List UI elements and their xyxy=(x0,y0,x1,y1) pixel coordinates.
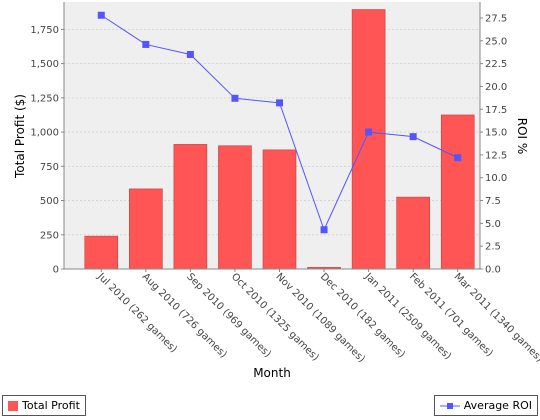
y2-tick-label-7: 17.5 xyxy=(485,105,507,116)
x-tick-label-0: Jul 2010 (262 games) xyxy=(94,271,179,356)
y2-tick-label-4: 10.0 xyxy=(485,173,507,184)
y2-tick-label-0: 0.0 xyxy=(485,265,501,276)
y2-tick-label-9: 22.5 xyxy=(485,59,507,70)
legend-label-total-profit: Total Profit xyxy=(22,399,80,412)
profit-bar-2 xyxy=(173,144,208,270)
roi-point-0 xyxy=(97,11,105,19)
profit-bar-3 xyxy=(218,145,252,270)
x-tick-label-7: Feb 2011 (701 games) xyxy=(407,271,495,359)
x-tick-label-2: Sep 2010 (969 games) xyxy=(184,271,273,360)
y-tick-label-3: 750 xyxy=(40,162,59,173)
y2-axis-title: ROI % xyxy=(515,118,529,155)
x-tick-label-6: Jan 2011 (2509 games) xyxy=(362,271,453,362)
profit-bar-7 xyxy=(396,196,430,270)
y-tick-label-1: 250 xyxy=(40,230,59,241)
y-tick-label-6: 1,500 xyxy=(30,59,59,70)
y-tick-label-2: 500 xyxy=(40,196,59,207)
profit-bar-1 xyxy=(129,188,163,270)
profit-bar-6 xyxy=(351,9,386,270)
axes xyxy=(63,2,481,270)
y2-tick-label-2: 5.0 xyxy=(485,219,501,230)
legend-bar-swatch xyxy=(8,400,18,411)
y2-tick-label-6: 15.0 xyxy=(485,128,507,139)
y2-tick-label-8: 20.0 xyxy=(485,82,507,93)
y2-tick-label-3: 7.5 xyxy=(485,196,501,207)
x-axis-ticks: Jul 2010 (262 games)Aug 2010 (726 games)… xyxy=(94,269,540,365)
roi-point-5 xyxy=(320,226,328,234)
roi-point-7 xyxy=(409,133,417,141)
roi-point-3 xyxy=(231,94,239,102)
profit-bar-4 xyxy=(262,149,297,270)
roi-point-6 xyxy=(365,128,373,136)
roi-point-8 xyxy=(454,154,462,162)
x-tick-label-4: Nov 2010 (1089 games) xyxy=(273,271,367,365)
x-tick-label-3: Oct 2010 (1325 games) xyxy=(229,271,321,363)
x-tick-label-5: Dec 2010 (182 games) xyxy=(318,271,407,360)
y-tick-label-5: 1,250 xyxy=(30,93,59,104)
y2-axis-ticks: 0.0 2.5 5.0 7.5 10.0 12.5 15.0 17.5 20.0 22.5 25.0… xyxy=(480,13,507,276)
x-tick-label-8: Mar 2011 (1340 games) xyxy=(452,271,540,364)
y2-tick-label-11: 27.5 xyxy=(485,13,507,24)
legend-label-average-roi: Average ROI xyxy=(463,399,532,412)
y-axis-ticks: 0 250 500 750 1,000 1,250 1,500 1,750 xyxy=(30,25,64,276)
roi-point-4 xyxy=(276,99,283,107)
roi-point-1 xyxy=(142,40,150,48)
x-axis-title: Month xyxy=(253,366,291,380)
roi-point-2 xyxy=(186,50,194,58)
legend-line-swatch xyxy=(439,401,460,411)
y-tick-label-7: 1,750 xyxy=(30,25,59,36)
roi-line xyxy=(97,11,462,234)
y-tick-label-4: 1,000 xyxy=(30,128,59,139)
y-tick-label-0: 0 xyxy=(53,265,59,276)
profit-bars xyxy=(84,9,475,270)
legend-total-profit: Total Profit xyxy=(2,395,86,416)
y2-tick-label-1: 2.5 xyxy=(485,242,501,253)
y-axis-title: Total Profit ($) xyxy=(13,94,27,179)
y2-tick-label-10: 25.0 xyxy=(485,36,507,47)
profit-bar-0 xyxy=(84,235,119,270)
y2-tick-label-5: 12.5 xyxy=(485,150,507,161)
legend-average-roi: Average ROI xyxy=(433,395,538,416)
profit-bar-8 xyxy=(440,114,475,270)
x-tick-label-1: Aug 2010 (726 games) xyxy=(140,271,229,360)
